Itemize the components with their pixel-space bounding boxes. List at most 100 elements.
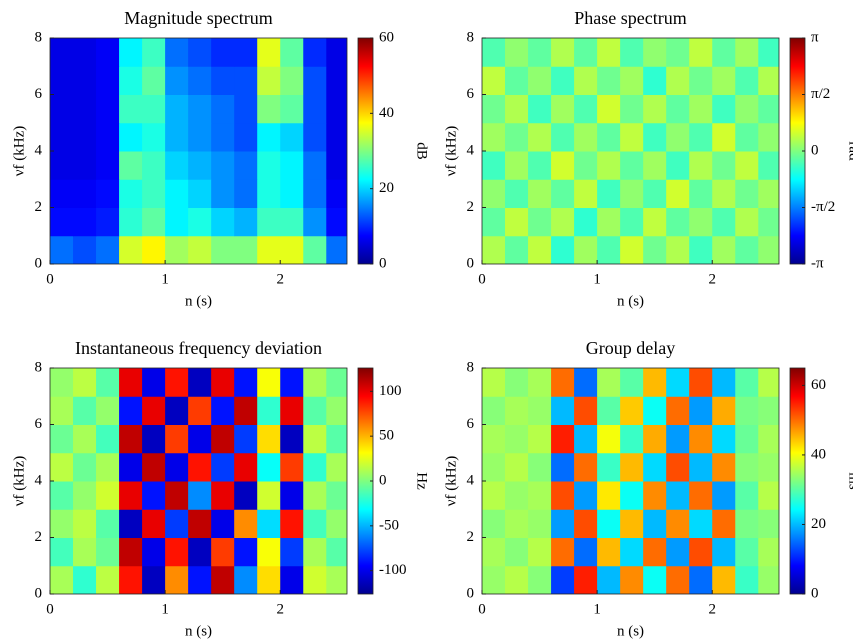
y-tick-label: 6 [35, 86, 43, 102]
cell [758, 396, 779, 425]
cell [234, 424, 258, 454]
cell [551, 207, 575, 237]
cell [528, 66, 552, 95]
cell [280, 565, 304, 594]
cell [482, 481, 506, 510]
colorbar-tick-label: 0 [379, 255, 387, 271]
cell [528, 179, 552, 208]
cell [73, 207, 97, 237]
cell [142, 509, 166, 538]
cell [165, 38, 189, 67]
cell [689, 368, 713, 397]
cell [303, 122, 327, 152]
cell [505, 368, 529, 397]
cell [257, 396, 281, 425]
cell [96, 452, 120, 482]
cell [482, 537, 506, 567]
cell [574, 179, 598, 208]
cell [643, 151, 667, 180]
cell [234, 122, 258, 152]
cell [712, 235, 736, 264]
cell [620, 94, 644, 124]
colorbar-tick-label: 20 [379, 180, 394, 196]
cell [165, 66, 189, 95]
cell [211, 207, 235, 237]
cell [505, 122, 529, 152]
y-tick-label: 6 [35, 416, 43, 432]
cell [666, 565, 690, 594]
cell [528, 452, 552, 482]
cell [597, 66, 621, 95]
y-axis-label: νf (kHz) [443, 126, 459, 177]
cell [96, 235, 120, 264]
cell [505, 537, 529, 567]
cell [712, 481, 736, 510]
cell [211, 396, 235, 425]
cell [482, 565, 506, 594]
cell [303, 38, 327, 67]
cell [689, 66, 713, 95]
y-axis-label: νf (kHz) [11, 126, 27, 177]
y-tick-label: 4 [467, 142, 475, 158]
heatmap [50, 368, 347, 594]
cell [303, 481, 327, 510]
cell [666, 122, 690, 152]
cell [280, 66, 304, 95]
colorbar-tick-label: 20 [811, 516, 826, 532]
cell [505, 424, 529, 454]
cell [643, 509, 667, 538]
cell [505, 66, 529, 95]
cell [303, 94, 327, 124]
cell [574, 481, 598, 510]
cell [620, 151, 644, 180]
y-tick-label: 0 [467, 585, 475, 601]
x-tick-label: 1 [161, 601, 169, 617]
cell [574, 565, 598, 594]
cell [620, 38, 644, 67]
cell [96, 424, 120, 454]
colorbar-tick-label: 0 [379, 472, 387, 488]
cell [50, 179, 74, 208]
colorbar-tick-label: 60 [811, 377, 826, 393]
cell [188, 207, 212, 237]
y-tick-label: 2 [467, 529, 475, 545]
cell [620, 424, 644, 454]
cell [735, 235, 759, 264]
y-tick-label: 6 [467, 86, 475, 102]
cell [597, 424, 621, 454]
cell [551, 396, 575, 425]
cell [482, 122, 506, 152]
cell [482, 207, 506, 237]
cell [280, 481, 304, 510]
cell [643, 368, 667, 397]
cell [758, 94, 779, 124]
cell [643, 565, 667, 594]
cell [735, 481, 759, 510]
cell [326, 424, 347, 454]
cell [211, 38, 235, 67]
x-tick-label: 0 [478, 601, 486, 617]
cell [234, 179, 258, 208]
cell [712, 94, 736, 124]
cell [188, 38, 212, 67]
cell [528, 235, 552, 264]
y-tick-label: 2 [35, 199, 43, 215]
cell [96, 509, 120, 538]
y-tick-label: 8 [35, 29, 43, 45]
cell [234, 481, 258, 510]
cell [50, 452, 74, 482]
cell [551, 481, 575, 510]
y-tick-label: 0 [35, 255, 43, 271]
cell [666, 38, 690, 67]
heatmap [482, 38, 779, 264]
cell [280, 151, 304, 180]
cell [505, 151, 529, 180]
x-tick-label: 1 [161, 271, 169, 287]
cell [528, 94, 552, 124]
y-tick-label: 2 [467, 199, 475, 215]
cell [73, 565, 97, 594]
cell [211, 94, 235, 124]
cell [165, 424, 189, 454]
cell [119, 368, 143, 397]
cell [326, 396, 347, 425]
